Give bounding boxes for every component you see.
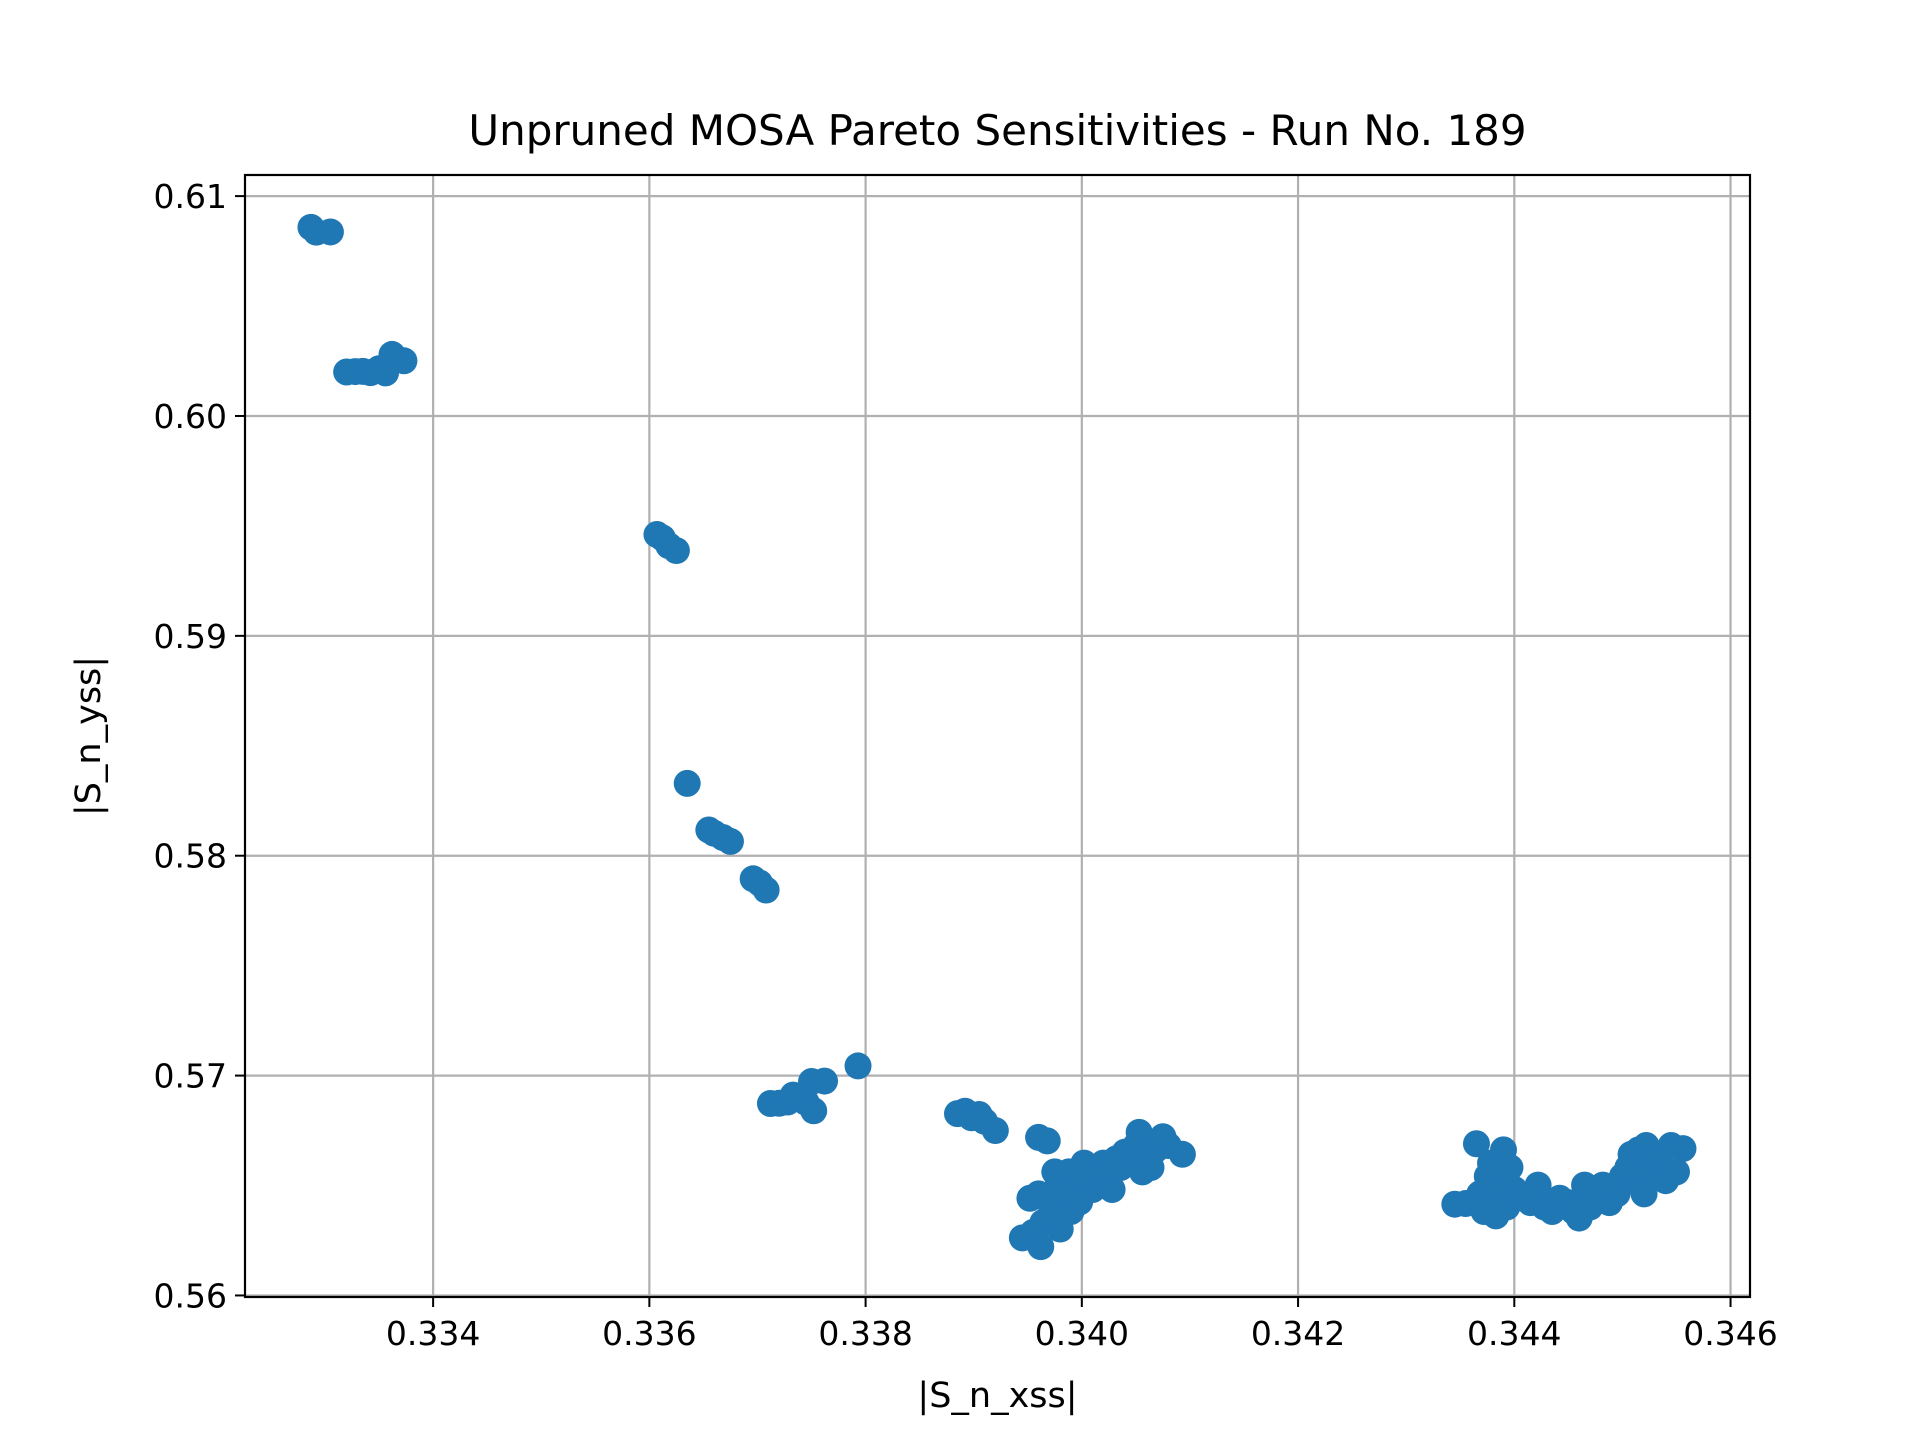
x-tick-label: 0.344 (1467, 1314, 1561, 1353)
y-tick-label: 0.60 (154, 397, 227, 436)
scatter-point (390, 347, 418, 375)
scatter-point (1027, 1233, 1055, 1261)
scatter-point (1125, 1118, 1153, 1146)
data-points (297, 213, 1697, 1261)
x-tick-label: 0.340 (1035, 1314, 1129, 1353)
scatter-point (981, 1117, 1009, 1145)
y-axis-title: |S_n_yss| (69, 656, 109, 816)
scatter-point (1669, 1135, 1697, 1163)
scatter-point (1033, 1127, 1061, 1155)
x-tick-label: 0.338 (818, 1314, 912, 1353)
scatter-point (673, 769, 701, 797)
scatter-point (811, 1067, 839, 1095)
chart-title: Unpruned MOSA Pareto Sensitivities - Run… (468, 106, 1526, 155)
scatter-point (844, 1052, 872, 1080)
y-tick-label: 0.56 (154, 1276, 227, 1315)
y-tick-label: 0.61 (154, 177, 227, 216)
scatter-point (1524, 1171, 1552, 1199)
grid (245, 175, 1750, 1297)
scatter-point (662, 537, 690, 565)
scatter-point (1496, 1153, 1524, 1181)
y-tick-label: 0.57 (154, 1057, 227, 1096)
scatter-point (316, 218, 344, 246)
scatter-point (1462, 1130, 1490, 1158)
y-tick-label: 0.58 (154, 837, 227, 876)
scatter-point (1168, 1140, 1196, 1168)
scatter-point (752, 876, 780, 904)
scatter-point (716, 827, 744, 855)
scatter-point (1630, 1180, 1658, 1208)
x-tick-label: 0.342 (1251, 1314, 1345, 1353)
scatter-point (1662, 1158, 1690, 1186)
x-axis-title: |S_n_xss| (917, 1376, 1077, 1416)
scatter-point (800, 1097, 828, 1125)
x-tick-label: 0.334 (386, 1314, 480, 1353)
y-tick-label: 0.59 (154, 617, 227, 656)
x-tick-label: 0.336 (602, 1314, 696, 1353)
x-tick-label: 0.346 (1683, 1314, 1777, 1353)
axis-ticks: 0.334 0.336 0.338 0.340 0.342 0.344 0.346 0.56 0… (154, 177, 1778, 1353)
scatter-point (1098, 1175, 1126, 1203)
plot-frame (243, 173, 1752, 1299)
